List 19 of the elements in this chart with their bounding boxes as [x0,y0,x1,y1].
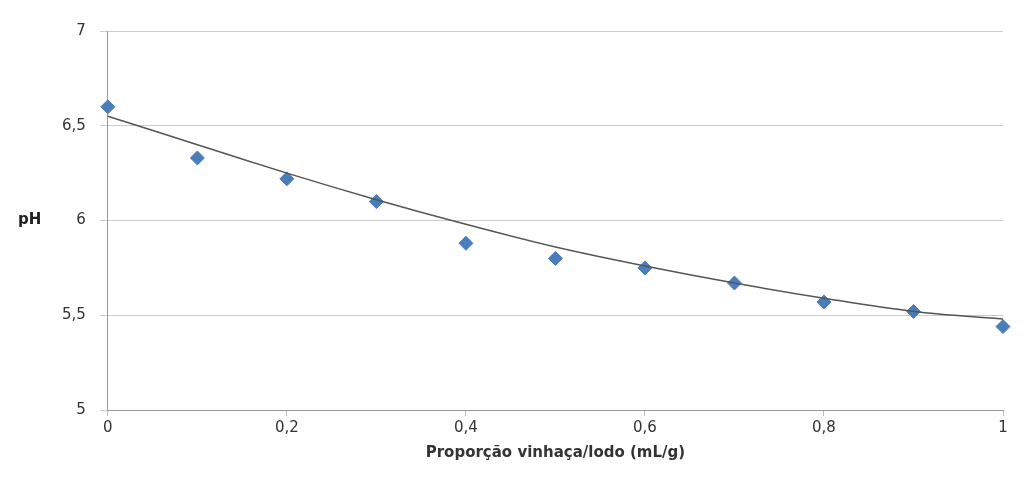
x-tick-label: 0,6 [633,417,657,436]
y-tick-label: 5 [76,399,86,418]
point [279,171,295,187]
x-tick-label: 0,4 [453,417,478,436]
y-axis-title: pH [18,210,42,229]
y-tick-label: 6 [76,210,86,229]
point [189,150,205,166]
x-axis-title: Proporção vinhaça/lodo (mL/g) [425,442,686,461]
y-tick-label: 7 [76,20,86,39]
y-tick-label: 5,5 [62,305,86,324]
point [100,99,116,115]
x-tick-label: 0,8 [812,417,836,436]
y-tick-label: 6,5 [62,115,86,134]
x-tick-label: 1 [998,417,1008,436]
x-tick-label: 0 [103,417,113,436]
x-tick-label: 0,2 [274,417,299,436]
point [547,250,563,266]
point [995,319,1011,335]
point [458,235,474,251]
